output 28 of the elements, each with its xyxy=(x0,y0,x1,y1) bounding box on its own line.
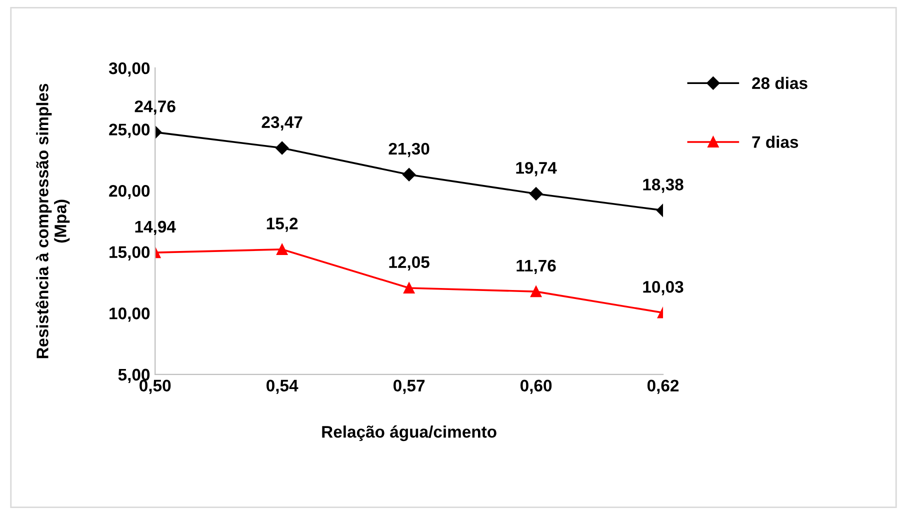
point xyxy=(529,187,543,200)
legend-label: 28 dias xyxy=(752,76,808,90)
y-tick-label: 20,00 xyxy=(109,184,150,200)
point xyxy=(276,244,288,255)
y-tick-label: 15,00 xyxy=(110,246,150,260)
data-label: 21,30 xyxy=(388,142,430,158)
legend-label: 7 dias xyxy=(752,136,798,148)
y-tick-label: 10,00 xyxy=(110,308,150,322)
data-label: 19,74 xyxy=(516,162,557,176)
x-tick-label: 0,62 xyxy=(647,380,679,394)
y-axis-title: Resistência à compressão simples (Mpa) xyxy=(36,84,70,358)
data-label: 23,47 xyxy=(262,116,302,130)
y-tick-label: 30,00 xyxy=(108,62,150,77)
data-label: 10,03 xyxy=(643,280,684,296)
data-label: 15,2 xyxy=(266,218,298,232)
y-tick-label: 25,00 xyxy=(109,124,150,138)
x-tick-label: 0,57 xyxy=(394,380,425,394)
point xyxy=(530,286,542,298)
data-label: 18,38 xyxy=(643,178,684,193)
x-axis-title: Relação água/cimento xyxy=(322,425,496,442)
data-label: 11,76 xyxy=(516,260,556,274)
data-label: 14,94 xyxy=(135,220,176,236)
data-label: 24,76 xyxy=(134,100,176,115)
data-label: 12,05 xyxy=(389,256,430,270)
x-tick-label: 0,54 xyxy=(266,380,298,394)
point xyxy=(402,168,416,182)
point xyxy=(404,282,415,294)
x-tick-label: 0,60 xyxy=(520,380,552,394)
